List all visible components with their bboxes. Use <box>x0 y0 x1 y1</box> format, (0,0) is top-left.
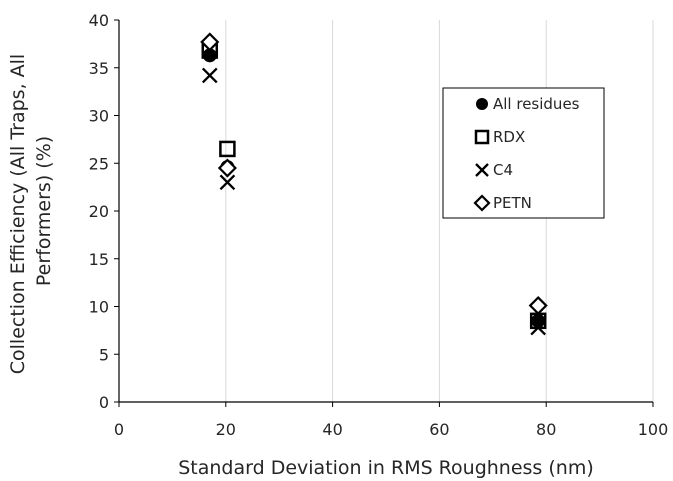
point-petn-1 <box>217 158 237 178</box>
point-rdx-1 <box>219 140 236 158</box>
y-tick-label-25: 25 <box>89 154 109 173</box>
legend: All residues RDX C4 PETN <box>442 87 605 219</box>
y-axis-title: Collection Efficiency (All Traps, All Pe… <box>7 48 55 375</box>
y-tick-label-15: 15 <box>89 250 109 269</box>
legend-label-rdx: RDX <box>493 128 525 146</box>
legend-marker-petn-shape <box>473 194 491 212</box>
data-points <box>200 32 548 336</box>
y-axis-title-line-1: Collection Efficiency (All Traps, All <box>7 54 29 374</box>
x-tick-label-60: 60 <box>429 420 449 439</box>
x-axis-title: Standard Deviation in RMS Roughness (nm) <box>178 457 594 479</box>
y-tick-label-0: 0 <box>99 393 109 412</box>
point-all-residues-0 <box>202 48 217 63</box>
point-all-residues-2 <box>531 313 546 328</box>
legend-marker-all-residues-shape <box>476 98 488 110</box>
legend-marker-all-residues <box>476 98 488 110</box>
point-c4-2 <box>530 319 547 336</box>
point-petn-0 <box>200 32 220 52</box>
y-tick-label-5: 5 <box>99 345 109 364</box>
legend-marker-c4-stroke-2 <box>475 163 489 177</box>
y-tick-label-30: 30 <box>89 107 109 126</box>
point-all-residues-2-shape <box>531 313 546 328</box>
x-tick-label-40: 40 <box>322 420 342 439</box>
grid <box>225 20 654 402</box>
y-axis-title-line-2: Performers) (%) <box>33 136 55 286</box>
y-tick-label-40: 40 <box>89 11 109 30</box>
point-petn-2 <box>528 295 548 316</box>
legend-marker-rdx <box>474 129 490 145</box>
legend-label-petn: PETN <box>493 194 532 212</box>
x-tick-label-80: 80 <box>536 420 556 439</box>
x-tick-label-0: 0 <box>114 420 124 439</box>
legend-marker-petn <box>473 194 491 212</box>
legend-label-c4: C4 <box>493 161 513 179</box>
x-tick-label-20: 20 <box>216 420 236 439</box>
point-c4-2-stroke-2 <box>530 319 547 336</box>
x-tick-label-100: 100 <box>638 420 669 439</box>
point-c4-1 <box>219 174 236 191</box>
point-c4-0-stroke-2 <box>201 67 218 84</box>
legend-box <box>442 87 605 219</box>
legend-marker-rdx-shape <box>474 129 490 145</box>
y-tick-label-10: 10 <box>89 298 109 317</box>
y-tick-label-35: 35 <box>89 59 109 78</box>
point-petn-1-shape <box>217 158 237 178</box>
point-petn-0-shape <box>200 32 220 52</box>
point-c4-1-stroke-2 <box>219 174 236 191</box>
point-c4-0 <box>201 67 218 84</box>
point-all-residues-0-shape <box>202 48 217 63</box>
legend-marker-c4 <box>475 163 489 177</box>
point-rdx-1-shape <box>219 140 236 158</box>
point-petn-2-shape <box>528 295 548 316</box>
axes <box>114 19 654 407</box>
tick-labels: 0 5 10 15 20 25 30 35 40 0 20 40 60 80 100 <box>89 11 669 439</box>
y-tick-label-20: 20 <box>89 202 109 221</box>
legend-label-all-residues: All residues <box>493 95 580 113</box>
